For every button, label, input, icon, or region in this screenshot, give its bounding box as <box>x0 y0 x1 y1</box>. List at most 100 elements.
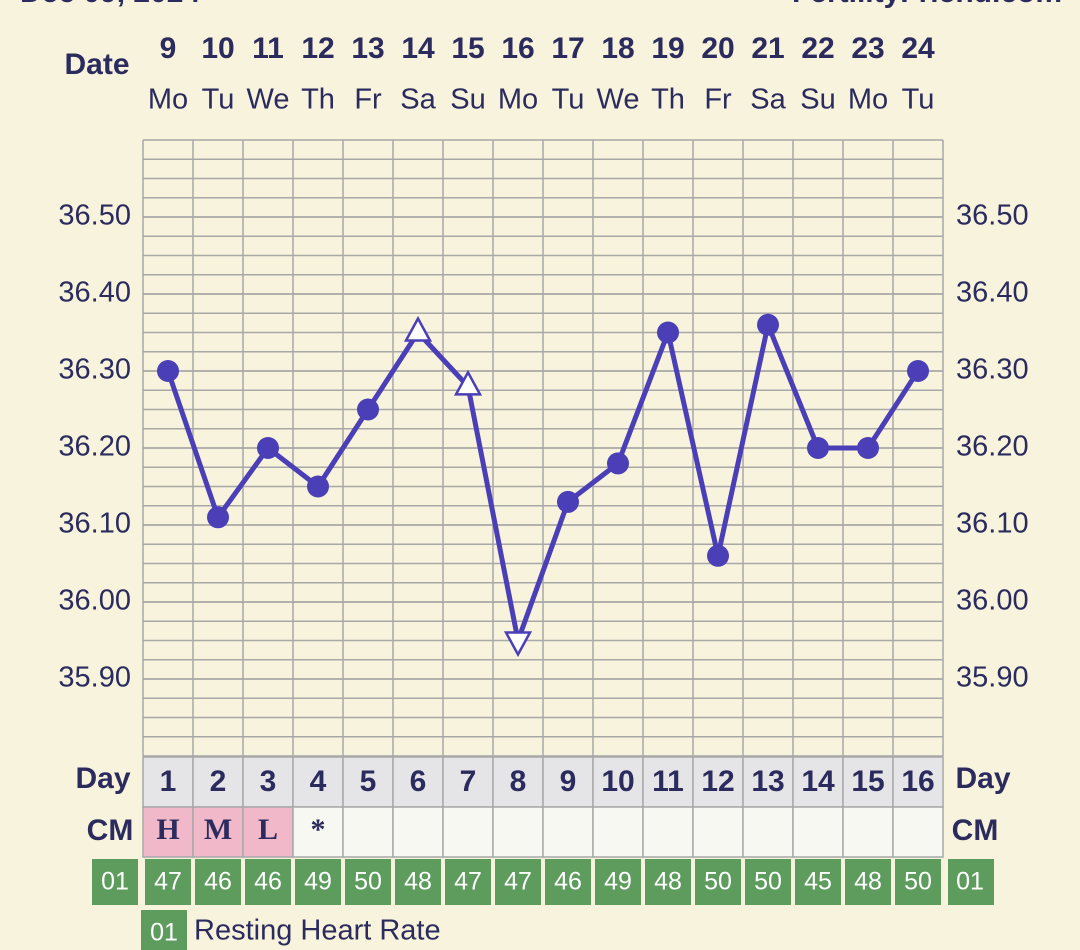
heart-rate-value: 48 <box>404 868 432 896</box>
day-number: 10 <box>601 765 634 798</box>
day-number: 9 <box>560 765 577 798</box>
x-tick-label: 13 <box>351 32 384 65</box>
x-axis-label: Date <box>64 48 129 81</box>
temperature-point <box>307 475 329 498</box>
temperature-point <box>657 321 679 344</box>
site-name: FertilityFriend.com <box>792 0 1062 9</box>
weekday-label: Th <box>301 84 335 116</box>
heart-rate-value: 46 <box>554 868 582 896</box>
weekday-label: Mo <box>848 84 888 116</box>
x-tick-label: 24 <box>901 32 935 65</box>
heart-rate-cell <box>395 859 441 905</box>
day-number: 6 <box>410 765 427 798</box>
heart-rate-cell <box>795 859 841 905</box>
day-number: 15 <box>851 765 884 798</box>
cm-cell <box>192 806 244 858</box>
weekday-label: Fr <box>704 84 732 116</box>
y2-tick-label: 36.30 <box>956 354 1029 386</box>
day-number: 1 <box>160 765 177 798</box>
cm-cell <box>892 806 944 858</box>
heart-rate-cell <box>745 859 791 905</box>
heart-rate-value: 46 <box>204 868 232 896</box>
y-tick-label: 36.30 <box>58 354 131 386</box>
weekday-label: Su <box>800 84 835 116</box>
day-number: 2 <box>210 765 227 798</box>
heart-rate-cell <box>545 859 591 905</box>
day-cell <box>192 756 244 808</box>
cm-cell <box>592 806 644 858</box>
cm-label: CM <box>87 814 134 847</box>
day-cell <box>242 756 294 808</box>
heart-rate-cell <box>645 859 691 905</box>
y2-tick-label: 36.20 <box>956 431 1029 463</box>
temperature-line <box>165 322 921 643</box>
x-tick-label: 19 <box>651 32 684 65</box>
heart-rate-cell <box>895 859 941 905</box>
x-tick-label: 15 <box>451 32 484 65</box>
weekday-label: We <box>247 84 290 116</box>
heart-rate-code: 01 <box>956 868 984 896</box>
temperature-point <box>403 315 433 342</box>
cm-cell <box>692 806 744 858</box>
y-tick-label: 36.40 <box>58 277 131 309</box>
x-tick-label: 9 <box>160 32 177 65</box>
cm-value: * <box>311 813 326 846</box>
cm-label: CM <box>952 814 999 847</box>
day-number: 13 <box>751 765 784 798</box>
temperature-point <box>907 360 929 382</box>
day-cell <box>842 756 894 808</box>
heart-rate-value: 50 <box>754 868 782 896</box>
day-number: 12 <box>701 765 734 798</box>
temperature-point <box>557 490 579 513</box>
day-label: Day <box>75 762 130 795</box>
weekday-label: Tu <box>552 84 585 116</box>
y-tick-label: 36.20 <box>58 431 131 463</box>
day-number: 4 <box>310 765 327 798</box>
cm-cell <box>342 806 394 858</box>
chart-date: Dec 09, 2024 <box>20 0 200 9</box>
y2-tick-label: 36.00 <box>956 585 1029 617</box>
weekday-label: We <box>597 84 640 116</box>
cm-cell <box>492 806 544 858</box>
y-tick-label: 36.00 <box>58 585 131 617</box>
weekday-label: Sa <box>750 84 786 116</box>
y2-tick-label: 35.90 <box>956 662 1029 694</box>
day-cell <box>342 756 394 808</box>
cm-cell <box>642 806 694 858</box>
day-number: 3 <box>260 765 277 798</box>
heart-rate-cell <box>445 859 491 905</box>
day-cell <box>642 756 694 808</box>
heart-rate-value: 47 <box>154 868 182 896</box>
cm-value: L <box>258 813 278 846</box>
day-number: 7 <box>460 765 477 798</box>
weekday-label: Fr <box>354 84 382 116</box>
heart-rate-cell <box>245 859 291 905</box>
temperature-point <box>807 437 829 459</box>
weekday-label: Th <box>651 84 685 116</box>
weekday-label: Mo <box>498 84 538 116</box>
heart-rate-value: 50 <box>354 868 382 896</box>
legend-swatch <box>141 910 187 950</box>
x-tick-label: 20 <box>701 32 734 65</box>
heart-rate-value: 50 <box>904 868 932 896</box>
x-tick-label: 17 <box>551 32 584 65</box>
y-tick-label: 36.10 <box>58 508 131 540</box>
temperature-point <box>453 369 483 396</box>
heart-rate-cell <box>695 859 741 905</box>
x-tick-label: 10 <box>201 32 234 65</box>
cm-cell <box>392 806 444 858</box>
heart-rate-code: 01 <box>101 868 129 896</box>
heart-rate-cell <box>295 859 341 905</box>
heart-rate-code-box <box>948 859 994 905</box>
cm-cell <box>542 806 594 858</box>
x-tick-label: 22 <box>801 32 834 65</box>
x-tick-label: 16 <box>501 32 534 65</box>
cm-cell <box>292 806 344 858</box>
heart-rate-cell <box>145 859 191 905</box>
heart-rate-cell <box>845 859 891 905</box>
heart-rate-value: 47 <box>454 868 482 896</box>
heart-rate-value: 45 <box>804 868 832 896</box>
heart-rate-value: 46 <box>254 868 282 896</box>
cm-cell <box>442 806 494 858</box>
temperature-point <box>857 437 879 459</box>
